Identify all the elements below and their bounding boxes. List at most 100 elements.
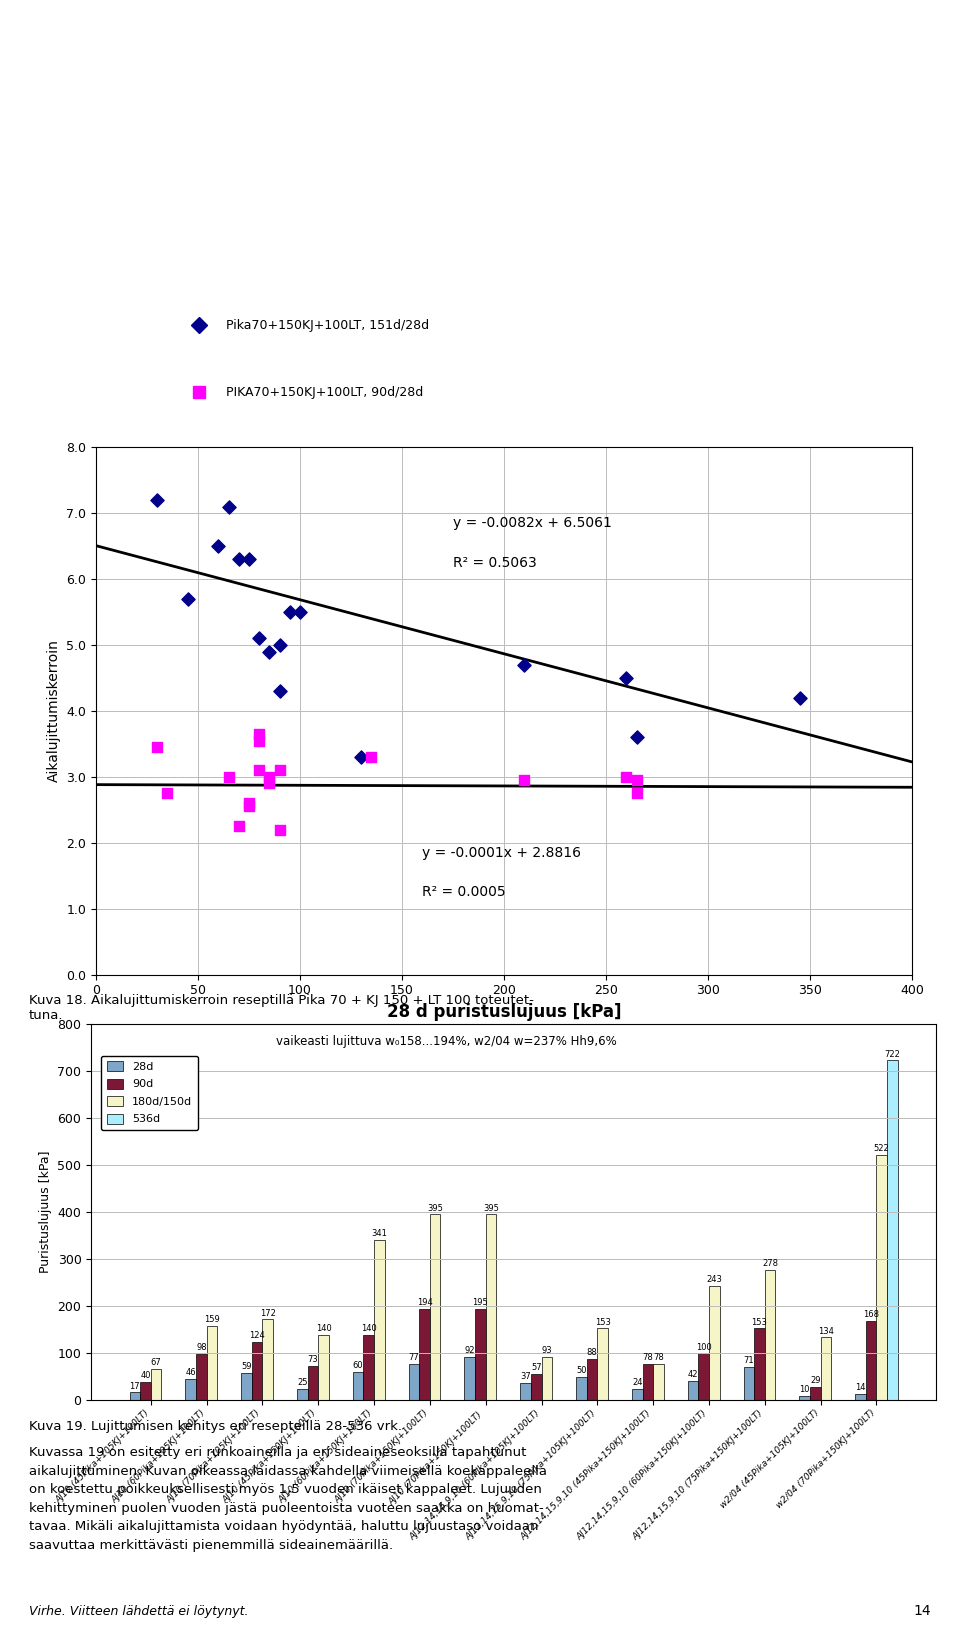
Bar: [420, 1309, 430, 1400]
Bar: [307, 1366, 319, 1400]
Point: [282, 600, 298, 626]
Point: [241, 793, 256, 819]
Bar: [876, 1155, 887, 1400]
Bar: [206, 1325, 217, 1400]
Text: Virhe. Viitteen lähdettä ei löytynyt.: Virhe. Viitteen lähdettä ei löytynyt.: [29, 1605, 249, 1618]
Y-axis label: Aikalujittumiskerroin: Aikalujittumiskerroin: [47, 639, 60, 783]
Text: Kuva 19. Lujittumisen kehitys eri resepteillä 28-536 vrk.: Kuva 19. Lujittumisen kehitys eri resept…: [29, 1420, 402, 1433]
Text: 42: 42: [687, 1369, 698, 1379]
Point: [618, 763, 634, 790]
Point: [364, 744, 379, 770]
Bar: [541, 1356, 552, 1400]
Point: [241, 790, 256, 816]
Text: Kuva 18. Aikalujittumiskerroin reseptillä Pika 70 + KJ 150 + LT 100 toteutet-
tu: Kuva 18. Aikalujittumiskerroin reseptill…: [29, 994, 534, 1022]
Bar: [821, 1337, 831, 1400]
Y-axis label: Puristuslujuus [kPa]: Puristuslujuus [kPa]: [39, 1152, 52, 1273]
Point: [221, 763, 236, 790]
X-axis label: 28 d puristuslujuus [kPa]: 28 d puristuslujuus [kPa]: [387, 1002, 621, 1020]
Text: 24: 24: [632, 1378, 642, 1387]
Bar: [866, 1322, 876, 1400]
Text: 159: 159: [204, 1315, 220, 1324]
Point: [629, 780, 644, 806]
Text: 50: 50: [576, 1366, 587, 1374]
Bar: [297, 1389, 307, 1400]
Text: 140: 140: [361, 1324, 376, 1333]
Text: y = -0.0082x + 6.5061: y = -0.0082x + 6.5061: [453, 516, 612, 531]
Point: [231, 545, 247, 572]
Text: y = -0.0001x + 2.8816: y = -0.0001x + 2.8816: [422, 845, 582, 860]
Text: 100: 100: [696, 1343, 711, 1351]
Bar: [587, 1360, 597, 1400]
Text: 77: 77: [409, 1353, 420, 1363]
Point: [272, 757, 287, 783]
Point: [262, 763, 277, 790]
Text: Pika70+150KJ+100LT, 151d/28d: Pika70+150KJ+100LT, 151d/28d: [226, 319, 429, 333]
Point: [159, 780, 175, 806]
Text: 278: 278: [762, 1258, 778, 1268]
Text: 92: 92: [465, 1346, 475, 1355]
Bar: [887, 1060, 898, 1400]
Text: 140: 140: [316, 1324, 331, 1333]
Point: [272, 678, 287, 704]
Bar: [810, 1387, 821, 1400]
Text: 67: 67: [151, 1358, 161, 1368]
Text: 10: 10: [800, 1384, 810, 1394]
Point: [516, 652, 532, 678]
Point: [272, 632, 287, 658]
Point: [618, 665, 634, 691]
Point: [150, 734, 165, 760]
Bar: [364, 1335, 374, 1400]
Bar: [597, 1328, 608, 1400]
Bar: [252, 1342, 262, 1400]
Bar: [430, 1214, 441, 1400]
Text: 78: 78: [642, 1353, 653, 1361]
Point: [292, 600, 307, 626]
Point: [272, 816, 287, 842]
Bar: [262, 1320, 273, 1400]
Bar: [708, 1286, 720, 1400]
Point: [252, 757, 267, 783]
Bar: [465, 1358, 475, 1400]
Bar: [800, 1396, 810, 1400]
Bar: [765, 1269, 776, 1400]
Text: 40: 40: [140, 1371, 151, 1379]
Bar: [130, 1392, 140, 1400]
Point: [252, 727, 267, 753]
Bar: [520, 1382, 531, 1400]
Text: 395: 395: [427, 1204, 444, 1212]
Text: 14: 14: [855, 1382, 866, 1392]
Point: [231, 812, 247, 839]
Text: 194: 194: [417, 1299, 432, 1307]
Bar: [698, 1353, 708, 1400]
Bar: [744, 1368, 755, 1400]
Text: 93: 93: [541, 1346, 552, 1355]
Text: 195: 195: [472, 1297, 489, 1307]
Text: vaikeasti lujittuva w₀158...194%, w2/04 w=237% Hh9,6%: vaikeasti lujittuva w₀158...194%, w2/04 …: [276, 1035, 616, 1048]
Text: 153: 153: [594, 1317, 611, 1327]
Bar: [475, 1309, 486, 1400]
Point: [792, 685, 807, 711]
Point: [262, 770, 277, 796]
Point: [211, 532, 227, 559]
Text: 37: 37: [520, 1373, 531, 1381]
Point: [241, 545, 256, 572]
Bar: [632, 1389, 642, 1400]
Text: 341: 341: [372, 1228, 387, 1238]
Text: 71: 71: [744, 1356, 755, 1364]
Text: Kuvassa 19 on esitetty eri runkoaineilla ja eri sideaineseoksilla tapahtunut
aik: Kuvassa 19 on esitetty eri runkoaineilla…: [29, 1446, 547, 1551]
Text: 14: 14: [914, 1604, 931, 1618]
Text: 46: 46: [185, 1368, 196, 1378]
Text: PIKA70+150KJ+100LT, 90d/28d: PIKA70+150KJ+100LT, 90d/28d: [226, 387, 422, 398]
Point: [353, 744, 369, 770]
Text: 395: 395: [483, 1204, 499, 1212]
Bar: [196, 1355, 206, 1400]
Bar: [409, 1364, 420, 1400]
Text: 98: 98: [196, 1343, 206, 1353]
Point: [629, 724, 644, 750]
Text: 60: 60: [353, 1361, 364, 1371]
Text: R² = 0.0005: R² = 0.0005: [422, 885, 506, 899]
Bar: [319, 1335, 329, 1400]
Bar: [353, 1373, 364, 1400]
Text: 243: 243: [707, 1274, 722, 1284]
Text: 73: 73: [307, 1355, 319, 1364]
